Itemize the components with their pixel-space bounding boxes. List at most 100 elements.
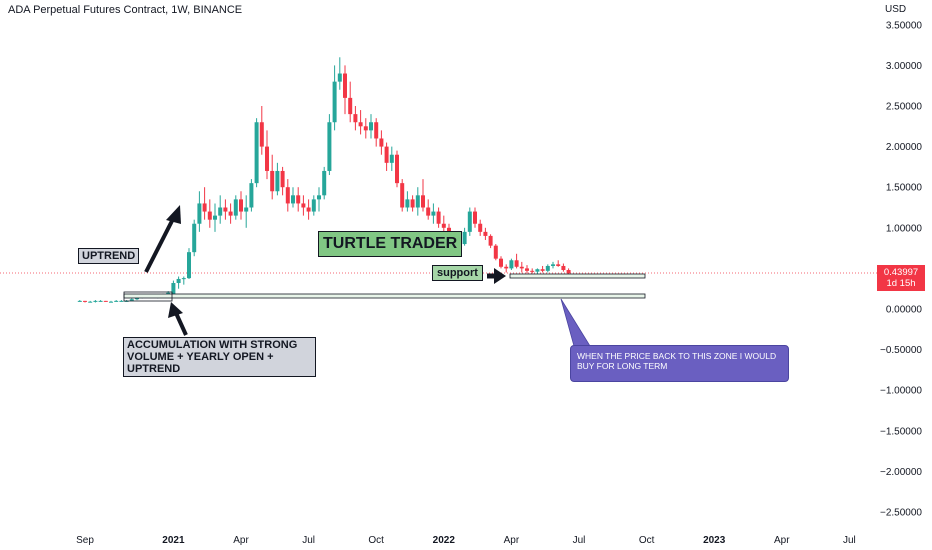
uptrend-arrow	[144, 205, 181, 273]
candle-body	[280, 170, 285, 188]
candle	[566, 268, 571, 275]
candle	[530, 268, 535, 274]
candle-body	[525, 268, 529, 271]
candle	[358, 110, 363, 135]
candle-body	[114, 300, 119, 302]
candle	[311, 195, 316, 216]
candle	[561, 263, 566, 272]
candle	[306, 199, 311, 220]
candle	[197, 191, 202, 232]
candle	[129, 298, 134, 301]
candle	[176, 276, 181, 289]
candle	[181, 276, 186, 285]
candle	[545, 264, 550, 273]
candle	[270, 154, 275, 200]
candle	[483, 227, 488, 240]
candle	[348, 81, 353, 123]
y-tick-label: 3.50000	[886, 20, 923, 31]
y-tick-label: 2.00000	[886, 142, 923, 153]
candle-body	[296, 195, 301, 204]
candle-body	[166, 292, 171, 295]
candle-body	[343, 73, 347, 98]
x-tick-label: 2021	[162, 535, 185, 546]
candle	[171, 280, 176, 296]
candle-body	[467, 211, 472, 232]
accumulation-box	[123, 291, 173, 302]
candle	[301, 195, 306, 216]
y-tick-label: −1.50000	[880, 426, 922, 437]
candle	[244, 195, 249, 228]
candle	[239, 191, 243, 220]
candle	[285, 179, 290, 212]
candle	[98, 300, 103, 302]
candle-body	[171, 283, 176, 295]
candle-body	[551, 264, 555, 266]
candle-body	[332, 81, 337, 123]
candle	[327, 114, 332, 176]
turtle-trader-label: TURTLE TRADER	[318, 231, 463, 257]
candle	[337, 57, 342, 90]
candle-body	[207, 211, 212, 220]
candle	[83, 300, 87, 303]
candle-body	[254, 122, 259, 184]
chart-title: ADA Perpetual Futures Contract, 1W, BINA…	[8, 4, 243, 16]
candle-body	[353, 114, 358, 123]
last-price: 0.43997	[883, 267, 919, 278]
candle-body	[561, 265, 566, 271]
candle	[540, 265, 545, 273]
candle	[462, 227, 467, 246]
candle	[291, 187, 295, 208]
candle	[436, 207, 441, 228]
candle	[322, 166, 327, 200]
candle-body	[129, 299, 134, 301]
x-tick-label: Oct	[639, 535, 655, 546]
candle-body	[88, 301, 93, 303]
candle	[223, 199, 228, 220]
candle-body	[379, 138, 384, 147]
x-tick-label: Jul	[573, 535, 586, 546]
candle-body	[478, 223, 483, 232]
accumulation-label: ACCUMULATION WITH STRONG VOLUME + YEARLY…	[123, 337, 316, 377]
candle	[343, 65, 347, 115]
candle-body	[421, 195, 425, 208]
candle	[410, 195, 415, 212]
candle	[535, 268, 540, 275]
candle-body	[301, 203, 306, 208]
candle	[259, 106, 264, 155]
candle-body	[119, 300, 124, 302]
candle	[488, 234, 493, 249]
candle-body	[395, 154, 399, 184]
candle	[519, 261, 524, 273]
candle-body	[358, 122, 363, 127]
candle-body	[415, 195, 420, 208]
candle-body	[187, 252, 191, 279]
candle-body	[566, 270, 571, 274]
candle	[441, 215, 446, 232]
x-tick-label: Oct	[368, 535, 384, 546]
candle-body	[384, 146, 389, 163]
support-zone	[509, 273, 646, 279]
candle-body	[176, 278, 181, 284]
candles	[77, 57, 571, 303]
candle-body	[77, 300, 82, 302]
candle-body	[441, 223, 446, 228]
candle-body	[400, 183, 405, 208]
x-tick-label: 2023	[703, 535, 726, 546]
candle-body	[202, 203, 207, 212]
candle	[499, 256, 503, 269]
candle-body	[218, 207, 223, 216]
y-tick-label: −2.00000	[880, 467, 922, 478]
long-term-zone	[123, 293, 646, 299]
candle-body	[483, 231, 488, 236]
candle-body	[462, 231, 467, 245]
candle-body	[337, 73, 342, 82]
candle	[514, 253, 519, 269]
candle-body	[311, 199, 316, 212]
x-tick-label: Apr	[774, 535, 790, 546]
candle-body	[83, 300, 87, 302]
candle-body	[228, 211, 233, 216]
candle	[384, 142, 389, 171]
accumulation-arrow	[168, 302, 188, 336]
candle	[421, 179, 425, 212]
candle-body	[519, 266, 524, 269]
